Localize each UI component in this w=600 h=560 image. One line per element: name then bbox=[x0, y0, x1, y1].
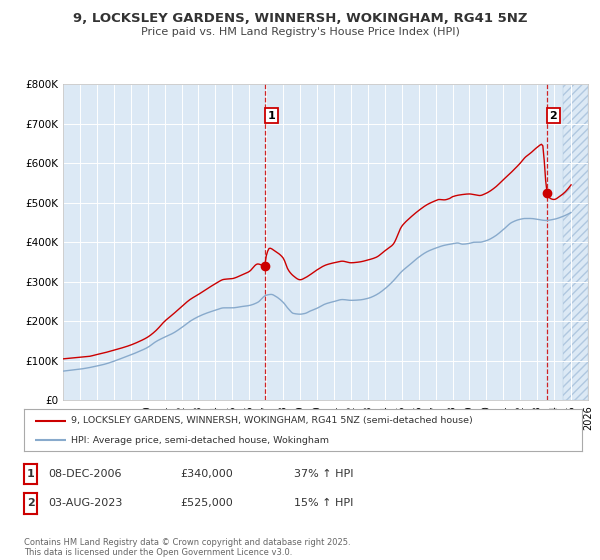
Text: 9, LOCKSLEY GARDENS, WINNERSH, WOKINGHAM, RG41 5NZ: 9, LOCKSLEY GARDENS, WINNERSH, WOKINGHAM… bbox=[73, 12, 527, 25]
Text: 03-AUG-2023: 03-AUG-2023 bbox=[48, 498, 122, 508]
Text: £340,000: £340,000 bbox=[180, 469, 233, 479]
Text: 37% ↑ HPI: 37% ↑ HPI bbox=[294, 469, 353, 479]
Text: Price paid vs. HM Land Registry's House Price Index (HPI): Price paid vs. HM Land Registry's House … bbox=[140, 27, 460, 37]
Text: £525,000: £525,000 bbox=[180, 498, 233, 508]
Text: Contains HM Land Registry data © Crown copyright and database right 2025.
This d: Contains HM Land Registry data © Crown c… bbox=[24, 538, 350, 557]
Text: 1: 1 bbox=[27, 469, 34, 479]
Text: 1: 1 bbox=[268, 111, 275, 120]
Text: 2: 2 bbox=[550, 111, 557, 120]
Text: 08-DEC-2006: 08-DEC-2006 bbox=[48, 469, 121, 479]
Text: 2: 2 bbox=[27, 498, 34, 508]
Text: 15% ↑ HPI: 15% ↑ HPI bbox=[294, 498, 353, 508]
Text: 9, LOCKSLEY GARDENS, WINNERSH, WOKINGHAM, RG41 5NZ (semi-detached house): 9, LOCKSLEY GARDENS, WINNERSH, WOKINGHAM… bbox=[71, 416, 473, 425]
Text: HPI: Average price, semi-detached house, Wokingham: HPI: Average price, semi-detached house,… bbox=[71, 436, 329, 445]
